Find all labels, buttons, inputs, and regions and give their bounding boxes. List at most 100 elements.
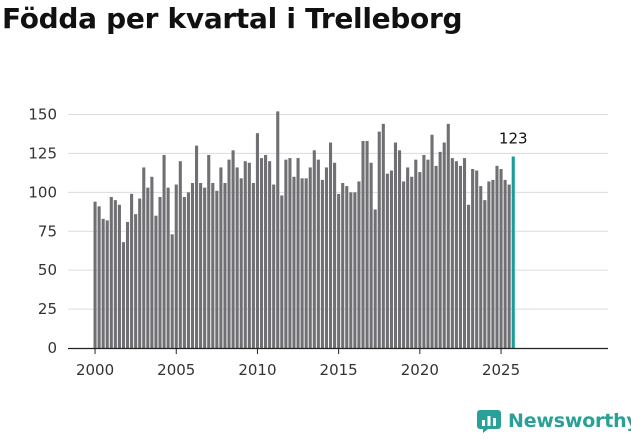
bar bbox=[117, 204, 121, 348]
bar bbox=[284, 159, 288, 348]
bar bbox=[430, 134, 434, 348]
bar bbox=[393, 142, 398, 348]
bar bbox=[130, 193, 134, 348]
bar bbox=[272, 184, 276, 348]
bar bbox=[178, 161, 182, 348]
bar bbox=[264, 154, 268, 348]
bar bbox=[211, 182, 215, 348]
bar bbox=[458, 165, 462, 348]
bar bbox=[479, 186, 483, 348]
x-tick-label: 2000 bbox=[76, 361, 114, 379]
y-tick-label: 25 bbox=[38, 300, 57, 318]
bar bbox=[410, 176, 414, 348]
bar bbox=[134, 214, 138, 348]
bar bbox=[162, 154, 166, 348]
bar bbox=[219, 167, 223, 348]
bar bbox=[280, 195, 284, 348]
bar bbox=[203, 187, 207, 348]
bar bbox=[174, 184, 178, 348]
bar bbox=[121, 242, 126, 348]
bar bbox=[491, 179, 495, 348]
bar bbox=[377, 131, 381, 348]
bar bbox=[150, 176, 154, 348]
bar-latest bbox=[511, 156, 515, 348]
x-tick-label: 2010 bbox=[238, 361, 276, 379]
bar bbox=[426, 159, 430, 348]
x-tick-label: 2015 bbox=[320, 361, 358, 379]
bar bbox=[446, 123, 450, 348]
bar bbox=[251, 182, 255, 348]
bar bbox=[381, 123, 385, 348]
bar bbox=[328, 142, 333, 348]
bar bbox=[101, 218, 105, 348]
bar bbox=[158, 197, 162, 348]
bar bbox=[507, 184, 511, 348]
bar bbox=[215, 190, 219, 348]
bar bbox=[495, 165, 499, 348]
bar bbox=[438, 151, 442, 348]
bar bbox=[304, 178, 308, 348]
bar bbox=[406, 167, 410, 348]
newsworthy-chart-logo-icon bbox=[477, 410, 501, 433]
brand-name: Newsworthy bbox=[508, 410, 631, 432]
bar bbox=[333, 162, 337, 348]
bar bbox=[503, 179, 507, 348]
brand-logo: Newsworthy bbox=[476, 408, 631, 434]
bar bbox=[483, 200, 487, 348]
bar bbox=[471, 168, 475, 348]
bar bbox=[361, 140, 365, 348]
bar bbox=[487, 181, 491, 348]
bar bbox=[276, 111, 280, 349]
y-tick-label: 0 bbox=[47, 339, 57, 357]
y-tick-label: 100 bbox=[28, 183, 57, 201]
bar bbox=[418, 172, 422, 348]
labels: 0 25 50 75 100 125 150 123 2000 2005 2010 2015 2020 2… bbox=[28, 106, 527, 380]
bars bbox=[93, 111, 515, 349]
bar bbox=[223, 182, 227, 348]
bar bbox=[499, 168, 503, 348]
bar bbox=[450, 158, 454, 348]
bar bbox=[324, 167, 329, 348]
bar bbox=[105, 220, 109, 348]
bar bbox=[190, 182, 195, 348]
bar bbox=[255, 133, 259, 348]
bar bbox=[353, 192, 357, 348]
bar bbox=[166, 187, 170, 348]
bar bbox=[243, 161, 247, 348]
bar bbox=[247, 162, 251, 348]
latest-value-label: 123 bbox=[499, 130, 528, 148]
bar bbox=[207, 154, 211, 348]
bar bbox=[268, 161, 272, 348]
bar bbox=[398, 150, 402, 348]
bar bbox=[349, 192, 353, 348]
x-tick-label: 2025 bbox=[482, 361, 520, 379]
bar bbox=[195, 145, 199, 348]
bar bbox=[138, 198, 142, 348]
bar bbox=[365, 140, 369, 348]
bar bbox=[320, 179, 324, 348]
axes bbox=[68, 347, 608, 354]
bar bbox=[231, 150, 235, 348]
bar bbox=[182, 197, 186, 348]
bar bbox=[199, 182, 203, 348]
bar bbox=[300, 178, 304, 348]
bar bbox=[292, 176, 296, 348]
bar bbox=[316, 159, 320, 348]
y-tick-label: 125 bbox=[28, 144, 57, 162]
bar bbox=[337, 193, 341, 348]
bar bbox=[146, 187, 150, 348]
bar bbox=[389, 170, 393, 348]
x-tick-label: 2020 bbox=[401, 361, 439, 379]
births-bar-chart: 0 25 50 75 100 125 150 123 2000 2005 2010 2015 2020 2… bbox=[28, 106, 608, 380]
bar bbox=[109, 197, 113, 348]
x-tick-label: 2005 bbox=[157, 361, 195, 379]
bar bbox=[296, 158, 300, 348]
bar bbox=[475, 170, 479, 348]
bar bbox=[442, 142, 446, 348]
bar bbox=[227, 159, 231, 348]
y-tick-label: 50 bbox=[38, 261, 57, 279]
bar bbox=[259, 158, 264, 348]
bar bbox=[170, 234, 174, 348]
bar bbox=[414, 159, 418, 348]
y-tick-label: 75 bbox=[38, 222, 57, 240]
